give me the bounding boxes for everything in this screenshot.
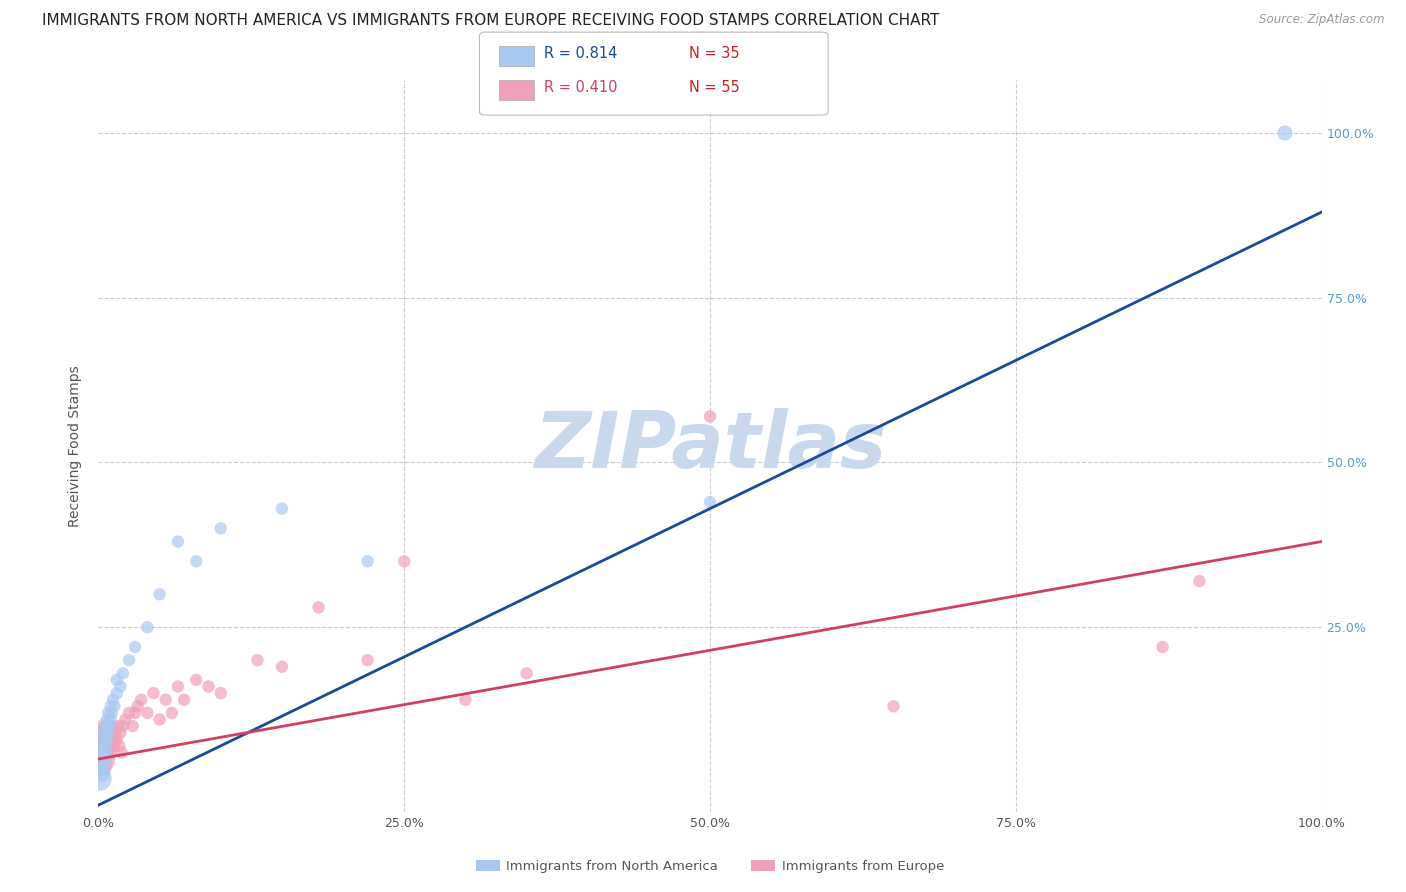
Text: IMMIGRANTS FROM NORTH AMERICA VS IMMIGRANTS FROM EUROPE RECEIVING FOOD STAMPS CO: IMMIGRANTS FROM NORTH AMERICA VS IMMIGRA… (42, 13, 939, 29)
Point (100, 699, 122, 714)
Point (96, 739, 118, 753)
Point (101, 732, 124, 747)
Point (105, 686, 128, 700)
Text: R = 0.410: R = 0.410 (544, 80, 617, 95)
Y-axis label: Receiving Food Stamps: Receiving Food Stamps (69, 365, 83, 527)
Point (136, 706, 159, 720)
Point (110, 680, 132, 694)
Point (101, 692, 124, 706)
Point (104, 725, 127, 739)
Point (94, 719, 117, 733)
Point (111, 746, 134, 760)
Text: Source: ZipAtlas.com: Source: ZipAtlas.com (1260, 13, 1385, 27)
Point (129, 692, 152, 706)
Point (97, 746, 120, 760)
Point (100, 713, 122, 727)
Point (111, 719, 134, 733)
Point (108, 739, 131, 753)
Point (91, 758, 114, 772)
Point (454, 692, 477, 706)
Point (392, 554, 416, 568)
Point (142, 686, 165, 700)
Point (91, 746, 114, 760)
Point (103, 699, 125, 714)
Legend: Immigrants from North America, Immigrants from Europe: Immigrants from North America, Immigrant… (471, 855, 949, 879)
Point (1188, 574, 1211, 588)
Text: R = 0.814: R = 0.814 (544, 46, 617, 61)
Point (186, 673, 208, 687)
Point (98, 719, 121, 733)
Point (149, 713, 172, 727)
Point (91, 732, 114, 747)
Point (91, 725, 114, 739)
Point (149, 587, 172, 601)
Point (100, 746, 122, 760)
Point (89, 772, 111, 786)
Point (167, 534, 190, 549)
Point (515, 666, 537, 681)
Point (127, 699, 149, 714)
Point (186, 554, 208, 568)
Point (97, 706, 120, 720)
Point (91, 758, 114, 772)
Point (98, 732, 121, 747)
Point (98, 739, 121, 753)
Text: N = 55: N = 55 (689, 80, 740, 95)
Point (111, 666, 134, 681)
Point (94, 752, 117, 766)
Point (883, 699, 905, 714)
Point (699, 409, 721, 424)
Point (209, 521, 232, 535)
Point (97, 725, 120, 739)
Point (90, 746, 112, 760)
Point (118, 706, 141, 720)
Point (110, 725, 132, 739)
Text: ZIPatlas: ZIPatlas (534, 408, 886, 484)
Point (94, 739, 117, 753)
Point (121, 719, 143, 733)
Point (100, 725, 122, 739)
Point (270, 501, 294, 516)
Text: N = 35: N = 35 (689, 46, 740, 61)
Point (105, 673, 128, 687)
Point (101, 719, 124, 733)
Point (93, 725, 115, 739)
Point (699, 495, 721, 509)
Point (96, 725, 118, 739)
Point (124, 706, 146, 720)
Point (107, 719, 129, 733)
Point (96, 732, 118, 747)
Point (270, 659, 294, 673)
Point (91, 732, 114, 747)
Point (136, 620, 159, 634)
Point (160, 706, 183, 720)
Point (356, 554, 378, 568)
Point (93, 719, 115, 733)
Point (91, 746, 114, 760)
Point (173, 692, 195, 706)
Point (89, 752, 111, 766)
Point (93, 739, 115, 753)
Point (101, 706, 124, 720)
Point (308, 600, 330, 615)
Point (209, 686, 232, 700)
Point (94, 732, 117, 747)
Point (93, 746, 115, 760)
Point (1152, 640, 1174, 654)
Point (155, 692, 177, 706)
Point (167, 680, 190, 694)
Point (90, 765, 112, 780)
Point (103, 739, 125, 753)
Point (91, 752, 114, 766)
Point (105, 732, 128, 747)
Point (197, 680, 219, 694)
Point (124, 640, 146, 654)
Point (246, 653, 269, 667)
Point (356, 653, 378, 667)
Point (114, 713, 136, 727)
Point (1274, 126, 1296, 140)
Point (97, 719, 120, 733)
Point (118, 653, 141, 667)
Point (96, 713, 118, 727)
